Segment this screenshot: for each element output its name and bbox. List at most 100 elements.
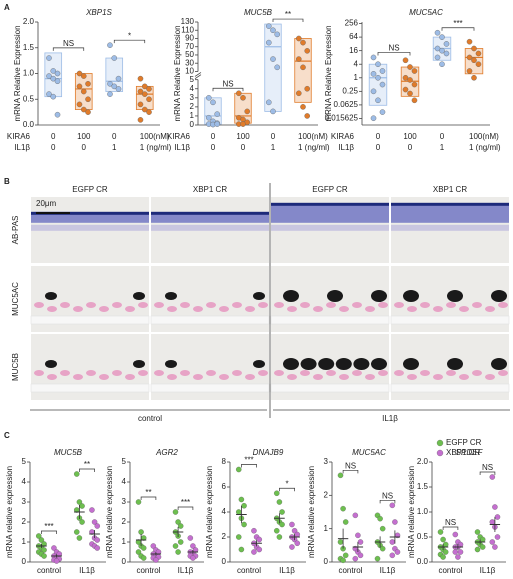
data-point	[379, 109, 386, 115]
data-point	[337, 472, 344, 479]
y-tick-label: 2	[122, 517, 127, 526]
data-point	[279, 521, 285, 528]
scale-bar-label: 20μm	[36, 199, 57, 208]
data-point	[489, 539, 496, 545]
nucleus	[472, 370, 482, 376]
column-header: EGFP CR	[312, 185, 348, 194]
data-point	[379, 525, 386, 532]
stain-blob	[133, 360, 145, 368]
data-point	[342, 552, 349, 559]
data-point	[374, 555, 381, 562]
data-point	[434, 29, 441, 36]
nucleus	[446, 370, 456, 376]
significance-label: NS	[388, 44, 399, 53]
nucleus	[47, 374, 57, 380]
data-point	[392, 519, 398, 525]
x-tick-label: IL1β	[279, 566, 295, 575]
data-point	[177, 539, 184, 545]
data-point	[492, 504, 498, 510]
data-point	[140, 555, 147, 561]
y-tick-label: 1.0	[23, 69, 35, 78]
nucleus	[219, 306, 229, 312]
nucleus	[365, 374, 375, 380]
data-point	[241, 521, 247, 528]
stain-edge	[271, 202, 389, 206]
nucleus	[112, 302, 122, 308]
nucleus	[459, 374, 469, 380]
data-point	[111, 55, 118, 61]
data-point	[241, 502, 247, 509]
membrane	[150, 383, 270, 393]
data-point	[276, 499, 283, 505]
stain-band	[31, 212, 149, 223]
significance-bracket	[212, 87, 244, 92]
nucleus	[326, 370, 336, 376]
data-point	[434, 45, 441, 52]
data-point	[300, 39, 306, 46]
y-tick-label: 256	[345, 19, 359, 28]
nucleus	[407, 374, 417, 380]
data-point	[235, 466, 242, 473]
data-point	[443, 41, 450, 47]
data-point	[244, 108, 250, 115]
stain-blob	[447, 358, 463, 370]
significance-label: *	[128, 31, 131, 40]
legend-label: XBP1 CR	[446, 448, 480, 457]
condition-value: 0	[241, 143, 246, 152]
stain-edge	[391, 202, 509, 206]
condition-value: 100	[403, 132, 417, 141]
data-point	[172, 509, 179, 515]
nucleus	[154, 370, 164, 376]
y-tick-label: 3	[22, 497, 27, 506]
y-tick-label: 2.0	[417, 457, 429, 466]
data-point	[492, 544, 498, 550]
condition-value: 100(nM)	[298, 132, 328, 141]
condition-value: 0	[211, 143, 216, 152]
nucleus	[245, 306, 255, 312]
data-point	[289, 521, 295, 528]
data-point	[187, 535, 194, 541]
data-point	[54, 70, 61, 77]
nucleus	[420, 370, 430, 376]
membrane	[30, 315, 150, 325]
data-point	[411, 97, 418, 104]
nucleus	[394, 370, 404, 376]
y-tick-label: 50	[185, 50, 194, 59]
data-point	[141, 91, 148, 97]
nucleus	[154, 302, 164, 308]
nucleus	[498, 370, 508, 376]
stain-blob	[300, 358, 317, 370]
data-point	[177, 523, 184, 529]
significance-bracket	[79, 468, 95, 472]
data-point	[256, 546, 263, 553]
data-point	[370, 54, 377, 61]
data-point	[377, 515, 383, 522]
chart-title: MUC5AC	[409, 8, 443, 17]
y-tick-label: 0.25	[342, 86, 358, 95]
data-point	[146, 86, 152, 92]
nucleus	[339, 306, 349, 312]
data-point	[135, 499, 142, 505]
data-point	[375, 74, 381, 81]
condition-value: 0	[271, 132, 276, 141]
chart-title: XBP1S	[85, 8, 112, 17]
y-tick-label: 1.0	[417, 507, 429, 516]
data-point	[238, 496, 245, 503]
data-point	[137, 88, 144, 95]
data-point	[50, 75, 57, 82]
data-point	[79, 519, 85, 525]
significance-bracket	[377, 52, 411, 56]
y-tick-label: 70	[185, 42, 194, 51]
data-point	[73, 529, 80, 535]
nucleus	[498, 302, 508, 308]
data-point	[273, 528, 280, 534]
y-tick-label: 1	[190, 111, 195, 120]
nucleus	[365, 306, 375, 312]
row-label: MUC5AC	[11, 282, 20, 316]
significance-label: ***	[181, 498, 190, 507]
data-point	[235, 534, 242, 540]
membrane	[270, 383, 390, 393]
data-point	[175, 549, 181, 555]
y-tick-label: 2	[324, 490, 329, 499]
nucleus	[219, 374, 229, 380]
